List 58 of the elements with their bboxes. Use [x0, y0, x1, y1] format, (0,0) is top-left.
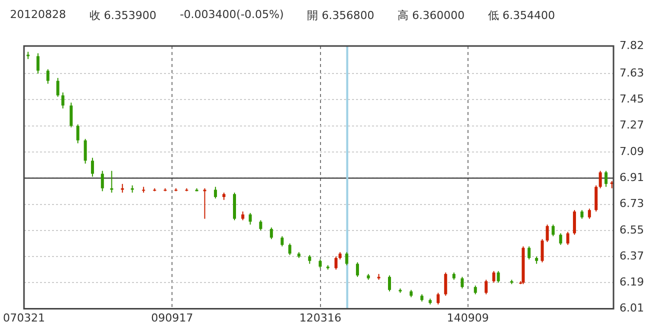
- candlestick: [356, 262, 359, 278]
- candlestick: [100, 170, 104, 192]
- candlestick: [604, 170, 608, 188]
- candlestick: [214, 186, 217, 199]
- candlestick: [248, 212, 252, 226]
- text: 開 6.356800: [307, 8, 374, 24]
- candlestick: [259, 220, 262, 231]
- candlestick: [572, 210, 576, 236]
- y-tick-label: 6.19: [620, 276, 644, 289]
- candlestick: [528, 246, 531, 260]
- candlestick: [56, 77, 60, 98]
- candlestick: [444, 272, 448, 296]
- y-tick-label: 7.27: [620, 118, 644, 132]
- text: -0.003400(-0.05%): [180, 8, 284, 23]
- candlestick: [84, 138, 87, 164]
- candlestick: [334, 256, 338, 270]
- candlestick: [598, 170, 602, 189]
- candlestick: [588, 208, 591, 220]
- candlestick: [566, 231, 570, 246]
- candlestick: [436, 292, 440, 305]
- x-tick-label: 120316: [299, 311, 342, 324]
- text: 低 6.354400: [488, 8, 555, 24]
- y-tick-label: 6.37: [620, 249, 644, 262]
- candlestick: [552, 224, 555, 237]
- y-tick-label: 6.01: [620, 302, 644, 315]
- candlestick: [280, 236, 284, 247]
- candlestick: [345, 252, 348, 266]
- candlestick: [496, 270, 500, 284]
- candlestick: [61, 92, 64, 109]
- candlestick: [460, 276, 464, 289]
- text: 高 6.360000: [398, 8, 465, 24]
- candlestick: [559, 232, 562, 246]
- candlestick: [540, 238, 544, 263]
- y-tick-label: 6.55: [620, 223, 644, 236]
- candlestick: [70, 102, 73, 128]
- y-tick-label: 6.91: [620, 170, 644, 184]
- candlestick: [90, 157, 94, 178]
- y-tick-label: 7.63: [620, 66, 644, 80]
- x-tick-label: 140909: [446, 311, 489, 324]
- x-tick-label: 090917: [151, 311, 194, 324]
- candlestick: [546, 224, 549, 243]
- candlestick: [203, 188, 206, 220]
- text: 20120828: [10, 8, 66, 23]
- y-tick-label: 7.82: [620, 38, 644, 52]
- candlestick: [46, 68, 50, 84]
- candlestick: [76, 124, 80, 144]
- x-tick-label: 070321: [2, 311, 45, 324]
- candlestick: [484, 279, 488, 295]
- y-tick-label: 6.73: [620, 197, 644, 210]
- candlestick: [594, 184, 598, 212]
- candlestick: [288, 242, 292, 256]
- text: 收 6.353900: [89, 8, 156, 24]
- candlestick: [388, 274, 392, 292]
- candlestick: [36, 52, 40, 74]
- candlestick: [492, 270, 496, 284]
- y-tick-label: 7.09: [620, 144, 644, 158]
- candlestick: [270, 226, 273, 240]
- y-tick-label: 7.45: [620, 92, 644, 106]
